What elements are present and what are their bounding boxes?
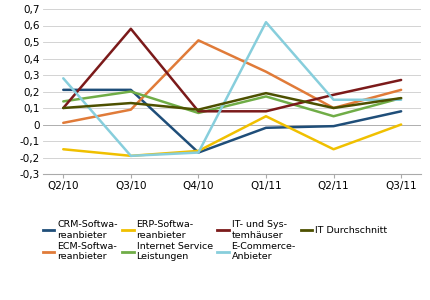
Legend: CRM-Softwa-
reanbieter, ECM-Softwa-
reanbieter, ERP-Softwa-
reanbieter, Internet: CRM-Softwa- reanbieter, ECM-Softwa- rean… <box>43 220 387 261</box>
